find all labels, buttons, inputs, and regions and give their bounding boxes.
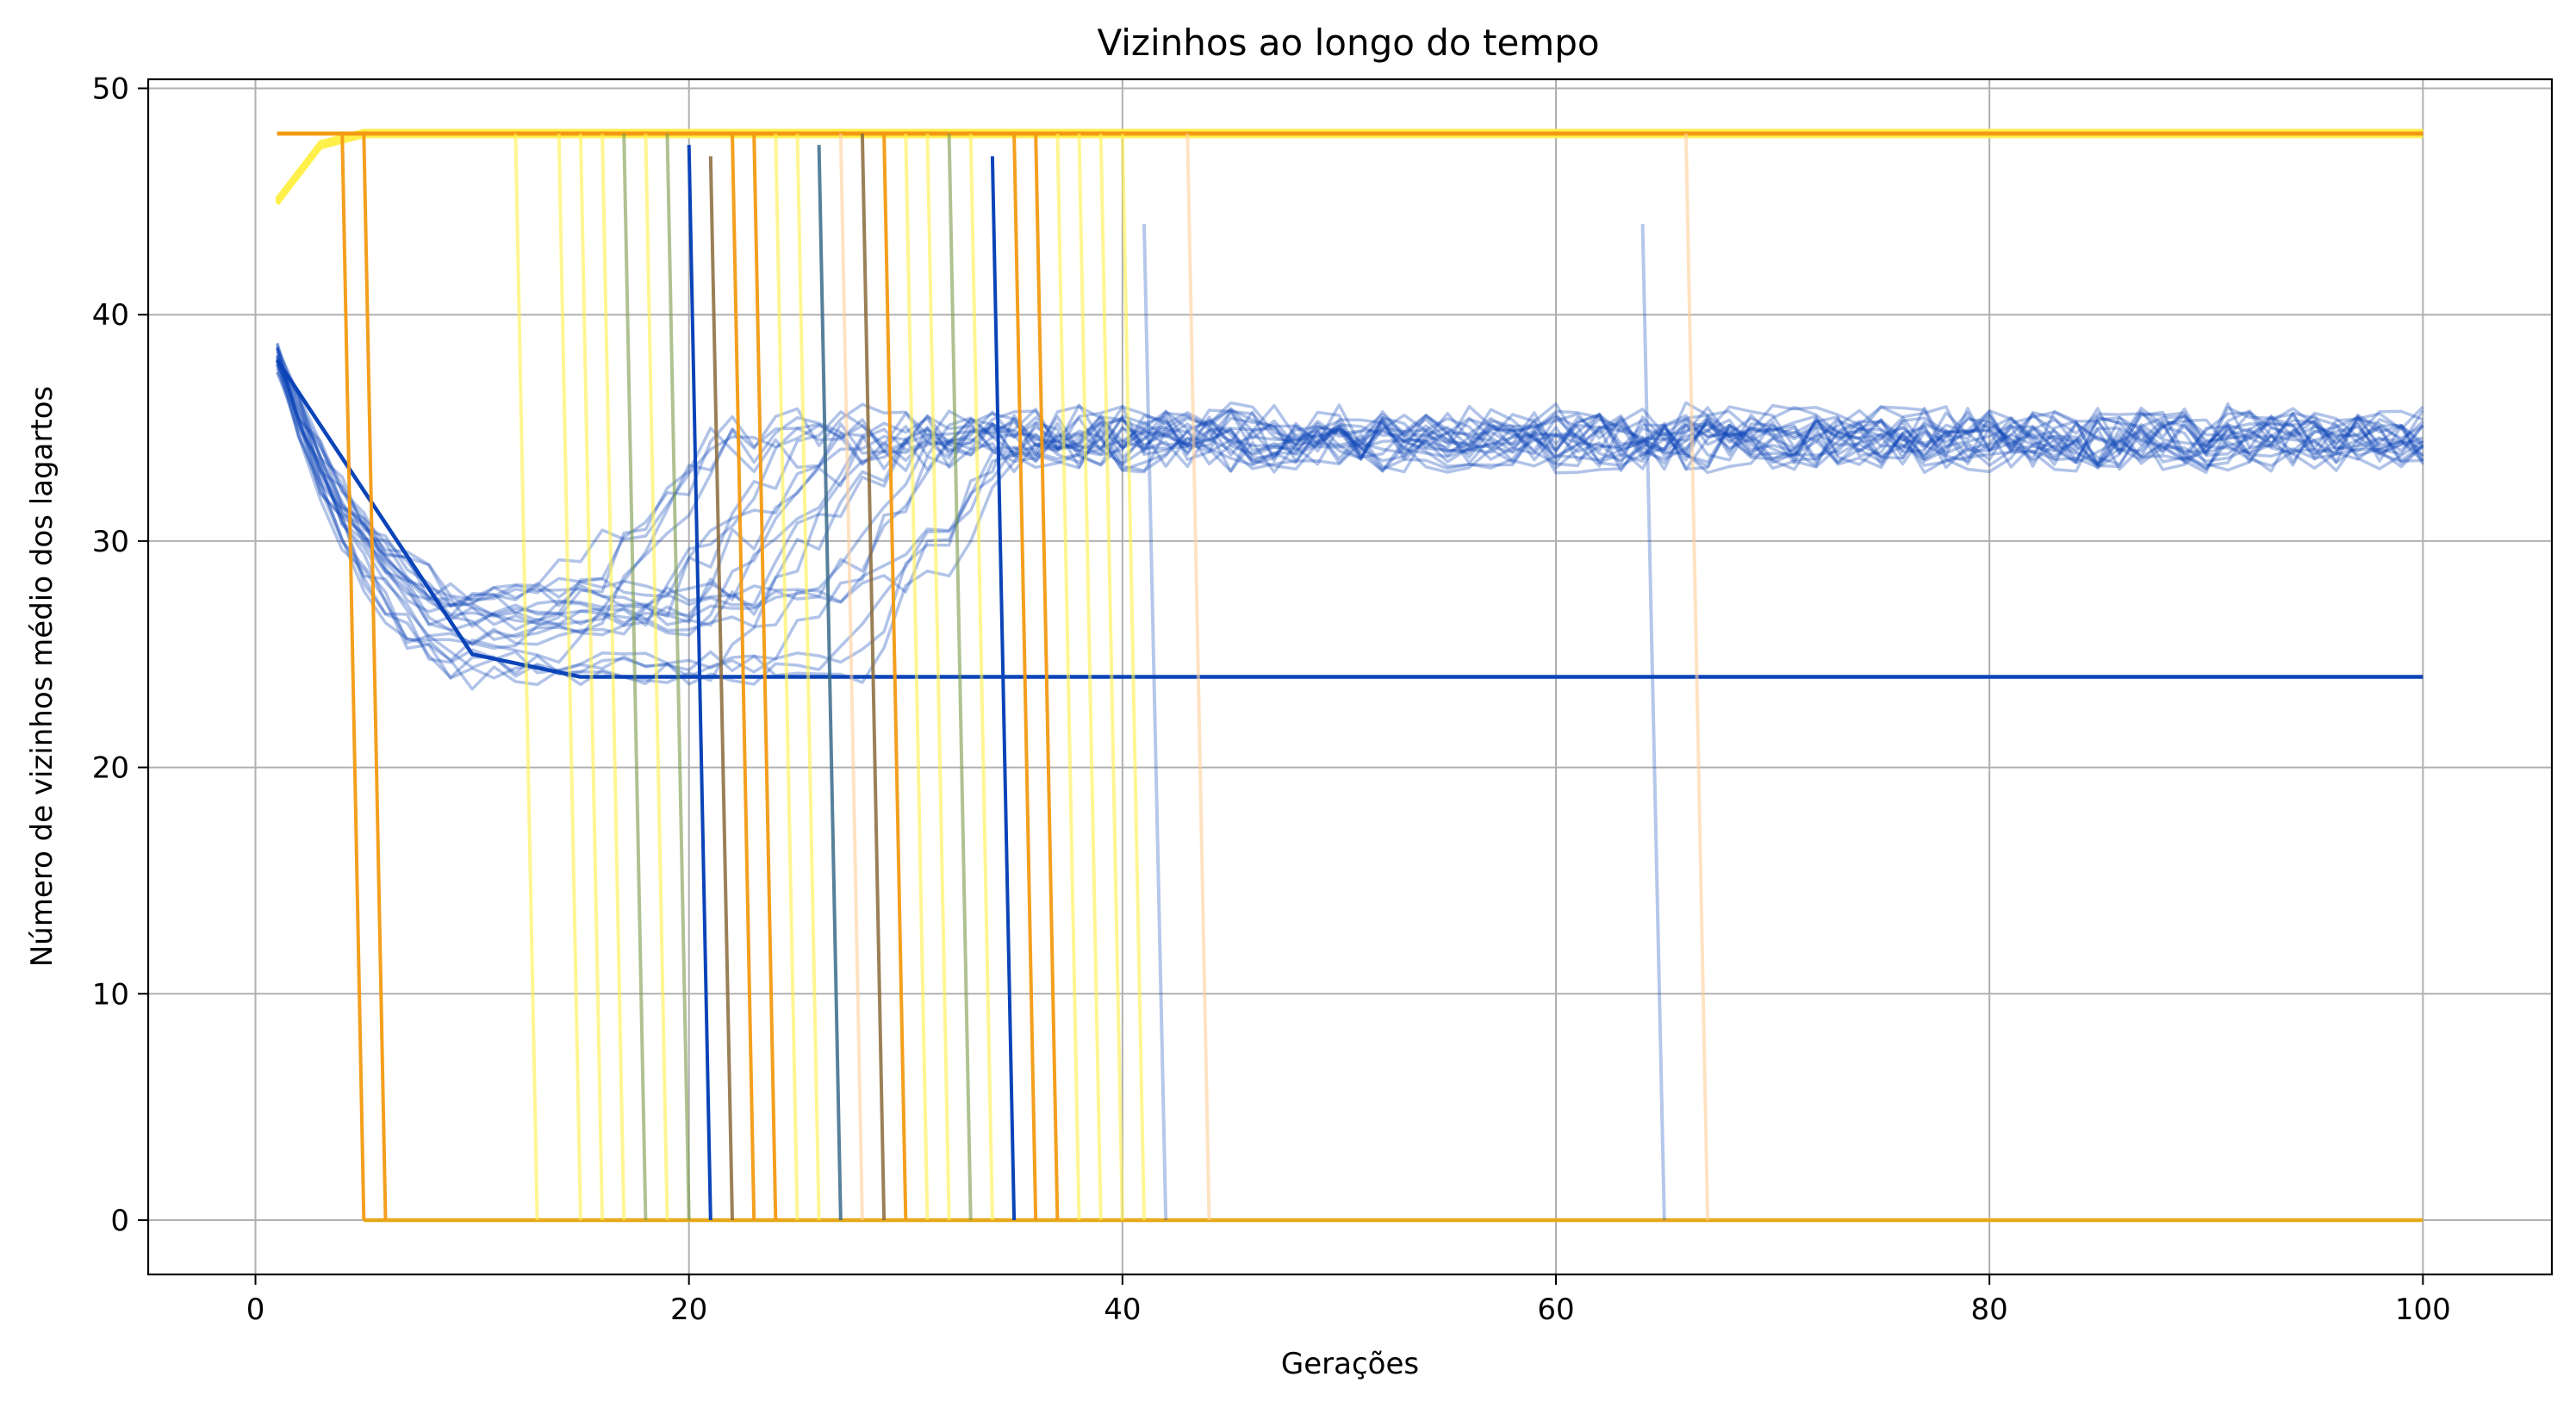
collapse-line [362,133,388,1221]
collapse-line [990,156,1017,1221]
collapse-line [774,133,800,1221]
collapse-line [925,133,951,1221]
collapse-line [752,133,778,1221]
collapse-line [578,133,605,1221]
y-tick-label: 50 [92,72,129,107]
collapse-line [817,145,843,1221]
collapse-line [1142,224,1168,1221]
x-tick-label: 60 [1537,1293,1574,1327]
collapse-line [1185,133,1211,1221]
collapse-line [968,133,994,1221]
collapse-line [1120,133,1146,1221]
series-line-blue [276,371,2424,664]
collapse-line [904,133,930,1221]
axis-ticks: 0 20 40 60 80 100 0 10 20 30 40 50 [92,72,2451,1327]
y-tick-label: 10 [92,977,129,1012]
collapse-line [882,133,908,1221]
collapse-line [600,133,626,1221]
collapse-line [1012,133,1038,1221]
collapse-line [1055,133,1081,1221]
y-axis-label: Número de vizinhos médio dos lagartos [25,386,59,968]
collapse-line [708,156,734,1221]
collapse-line [838,133,864,1221]
series-line-blue [276,354,2424,641]
y-tick-label: 0 [110,1204,129,1238]
collapse-line [687,145,712,1221]
collapse-line [1077,133,1103,1221]
series-lines [275,128,2424,1223]
x-tick-label: 40 [1104,1293,1141,1327]
collapse-line [795,133,821,1221]
x-tick-label: 100 [2395,1293,2451,1327]
y-tick-label: 40 [92,298,129,333]
collapse-line [1098,133,1124,1221]
x-tick-label: 80 [1971,1293,2008,1327]
y-tick-label: 20 [92,751,129,786]
collapse-line [340,133,366,1221]
series-line-blue [276,347,2424,651]
collapse-line [622,133,648,1221]
x-tick-label: 0 [246,1293,265,1327]
collapse-line [1640,224,1666,1221]
x-tick-label: 20 [670,1293,707,1327]
collapse-line [557,133,582,1221]
series-line-blue [276,360,2424,608]
collapse-line [665,133,691,1221]
collapse-line [513,133,539,1221]
x-axis-label: Gerações [1281,1347,1419,1381]
series-line-blue [276,362,2424,607]
collapse-line [731,133,756,1221]
collapse-line [947,133,973,1221]
y-tick-label: 30 [92,525,129,559]
collapse-line [1683,133,1710,1221]
chart-title: Vizinhos ao longo do tempo [1097,22,1599,64]
collapse-line [860,133,887,1221]
series-line-blue [276,348,2424,617]
plot-frame [146,78,2554,1276]
collapse-line [1034,133,1060,1221]
collapse-line [644,133,669,1221]
